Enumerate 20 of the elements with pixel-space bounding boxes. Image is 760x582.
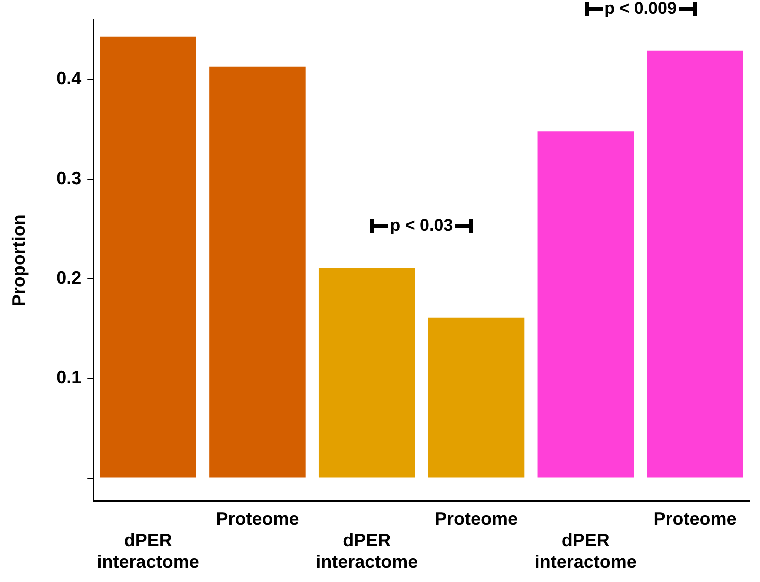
x-tick-label: dPER interactome — [316, 530, 418, 572]
y-tick-label: 0.3 — [56, 168, 82, 188]
x-tick-label: dPER interactome — [97, 530, 200, 572]
x-tick-label: Proteome — [434, 508, 518, 529]
bar — [210, 66, 306, 478]
y-tick-label: 0.2 — [56, 268, 82, 288]
x-tick-label: Proteome — [216, 508, 300, 529]
bar — [318, 268, 416, 478]
bar — [428, 318, 525, 478]
y-tick-label: 0.4 — [56, 68, 82, 89]
bar — [647, 50, 744, 478]
significance-bracket: p < 0.009 — [584, 0, 697, 19]
x-tick-label: Proteome — [654, 508, 737, 529]
bar — [538, 132, 634, 478]
y-axis-title: Proportion — [8, 214, 29, 307]
x-tick-label: dPER interactome — [534, 530, 637, 572]
y-tick-label: 0.1 — [56, 368, 82, 388]
significance-bracket: p < 0.03 — [370, 216, 474, 236]
bar — [100, 36, 196, 478]
annotation: p < 0.03 — [390, 216, 454, 236]
